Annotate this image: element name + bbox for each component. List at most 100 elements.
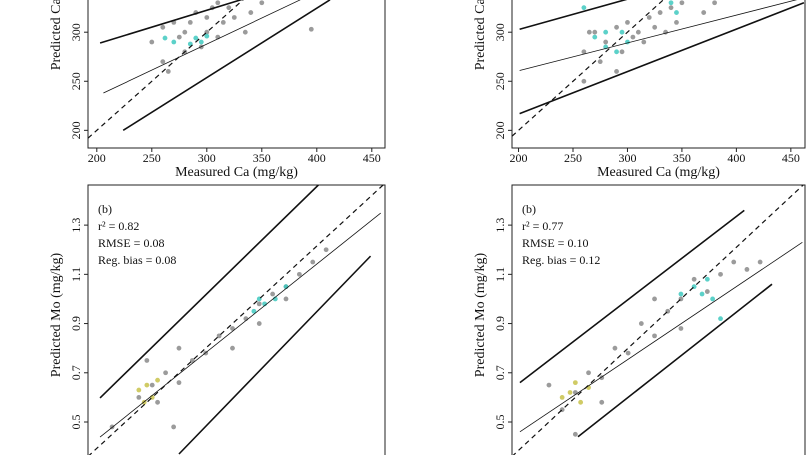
- x-axis-label: Measured Ca (mg/kg): [175, 165, 298, 180]
- plot-frame: [87, 0, 386, 149]
- reference-line: [519, 0, 628, 31]
- y-axis-label: Predicted Ca (mg/kg): [473, 0, 488, 70]
- y-axis-label: Predicted Ca (mg/kg): [49, 0, 64, 70]
- point: [581, 49, 587, 55]
- point: [718, 316, 723, 322]
- point: [193, 35, 199, 41]
- reference-line: [103, 0, 301, 94]
- y-tick-label: 1.3: [69, 218, 83, 233]
- point: [614, 69, 619, 74]
- point: [710, 296, 716, 302]
- point: [204, 15, 210, 20]
- point: [744, 267, 750, 272]
- point: [283, 296, 289, 302]
- point: [160, 59, 166, 65]
- point: [251, 308, 257, 314]
- point: [187, 19, 193, 25]
- point: [259, 0, 265, 6]
- point: [625, 19, 630, 25]
- y-tick-label: 250: [493, 72, 507, 90]
- y-tick-label: 300: [69, 23, 83, 41]
- stat-annotation: Reg. bias = 0.08: [98, 253, 176, 267]
- reference-line: [88, 0, 244, 139]
- reference-line: [178, 255, 372, 455]
- plot-frame: [87, 184, 386, 455]
- point: [216, 333, 222, 339]
- stat-annotation: (b): [522, 202, 536, 216]
- point: [149, 382, 155, 388]
- point: [679, 0, 685, 6]
- point: [614, 49, 619, 55]
- reference-line: [512, 0, 665, 137]
- point: [242, 29, 248, 35]
- point: [619, 29, 625, 35]
- y-tick-label: 1.3: [493, 218, 507, 233]
- x-tick-label: 300: [198, 151, 216, 165]
- point: [757, 259, 763, 265]
- stat-annotation: RMSE = 0.10: [522, 236, 588, 250]
- point: [646, 15, 652, 20]
- point: [731, 259, 737, 265]
- x-tick-label: 400: [308, 151, 326, 165]
- y-tick-label: 0.9: [493, 316, 507, 331]
- point: [256, 321, 262, 326]
- point: [578, 399, 584, 405]
- point: [691, 276, 697, 282]
- point: [668, 0, 674, 6]
- reference-line: [99, 0, 243, 44]
- point: [674, 19, 679, 25]
- point: [226, 5, 232, 11]
- point: [176, 380, 182, 386]
- point: [248, 10, 254, 15]
- point: [171, 424, 177, 430]
- point: [559, 394, 565, 400]
- point: [155, 399, 160, 405]
- point: [198, 39, 204, 45]
- reference-line: [88, 185, 384, 455]
- point: [572, 390, 578, 395]
- y-tick-label: 0.5: [493, 415, 507, 430]
- point: [657, 10, 663, 15]
- point: [182, 29, 188, 35]
- point: [586, 29, 592, 35]
- reference-line: [512, 185, 804, 455]
- point: [171, 39, 177, 45]
- y-tick-label: 200: [493, 121, 507, 139]
- y-tick-label: 200: [69, 121, 83, 139]
- point: [163, 370, 168, 376]
- point: [652, 296, 657, 302]
- point: [614, 24, 619, 30]
- point: [256, 301, 262, 307]
- point: [652, 333, 657, 339]
- point: [162, 35, 168, 41]
- point: [323, 247, 329, 253]
- y-tick-label: 250: [69, 72, 83, 90]
- stat-annotation: r² = 0.82: [98, 219, 139, 233]
- point: [572, 431, 578, 437]
- point: [160, 24, 166, 30]
- y-tick-label: 300: [493, 23, 507, 41]
- y-tick-label: 0.7: [493, 365, 507, 380]
- reference-line: [122, 0, 331, 132]
- point: [592, 29, 598, 35]
- point: [136, 387, 142, 393]
- x-tick-label: 350: [253, 151, 271, 165]
- reference-line: [577, 283, 773, 438]
- point: [144, 382, 150, 388]
- point: [718, 271, 723, 277]
- point: [176, 34, 182, 40]
- point: [630, 34, 636, 40]
- panel: 0.5 0.7 0.9 1.1 1.3 Predicted Mo (mg/kg) (b) r²…: [49, 184, 386, 455]
- point: [603, 29, 609, 35]
- plot-area: [512, 0, 805, 137]
- point: [136, 394, 142, 400]
- point: [310, 259, 316, 265]
- point: [581, 5, 587, 11]
- point: [296, 271, 302, 277]
- stat-annotation: Reg. bias = 0.12: [522, 253, 600, 267]
- reference-line: [519, 209, 745, 384]
- point: [586, 370, 591, 376]
